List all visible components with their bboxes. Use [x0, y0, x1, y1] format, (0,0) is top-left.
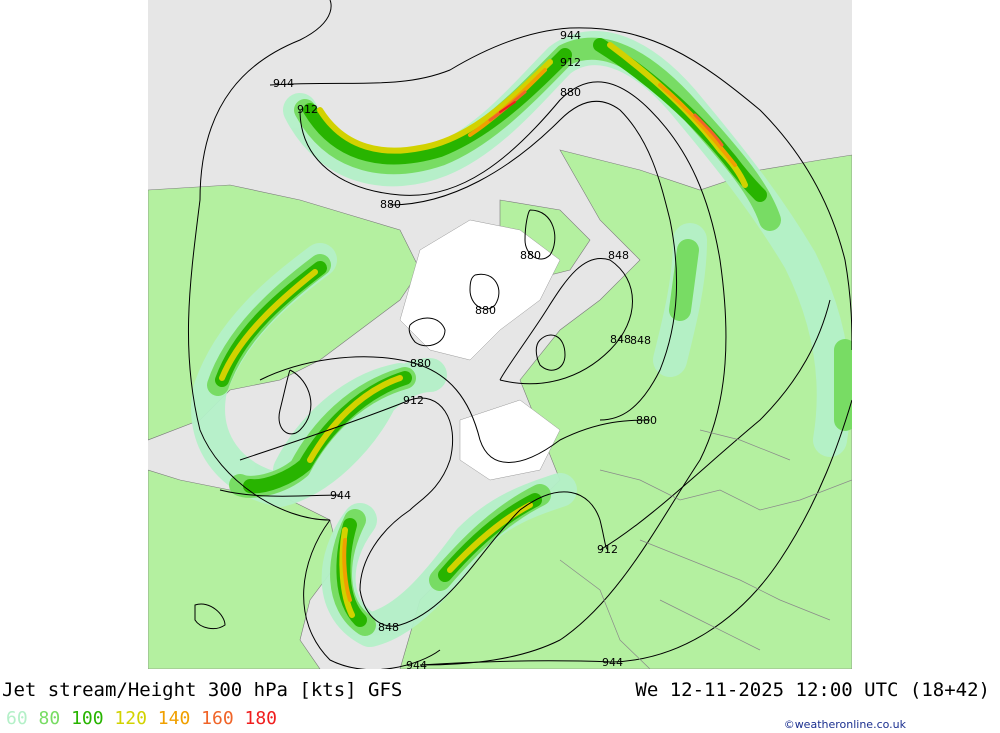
contour-label: 944: [406, 659, 427, 669]
height-contours: [187, 0, 852, 669]
jet-stream-bands: [191, 31, 852, 647]
legend-entry: 180: [244, 708, 278, 729]
contour-label: 912: [297, 103, 318, 116]
contour-label: 880: [520, 249, 541, 262]
contour-label: 848: [630, 334, 651, 347]
site-credit[interactable]: ©weatheronline.co.uk: [783, 718, 906, 731]
contour-label: 880: [475, 304, 496, 317]
contour-labels: 944 912 880 944 912 880 880 880 848 848 …: [273, 29, 657, 669]
borders: [559, 429, 852, 669]
contour-label: 912: [597, 543, 618, 556]
legend-entry: 100: [71, 708, 104, 729]
legend-entry: 140: [157, 708, 191, 729]
wind-speed-legend: 60 80 100 120 140 160 180: [6, 708, 277, 729]
legend-entry: 120: [114, 708, 147, 729]
contour-label: 880: [636, 414, 657, 427]
valid-time: We 12-11-2025 12:00 UTC (18+42): [635, 679, 990, 701]
contour-label: 880: [410, 357, 431, 370]
legend-entry: 60: [6, 708, 28, 729]
contour-label: 880: [380, 198, 401, 211]
contour-label: 944: [273, 77, 294, 90]
contour-label: 848: [610, 333, 631, 346]
jet-stream-map: 944 912 880 944 912 880 880 880 848 848 …: [148, 0, 852, 669]
legend-entry: 80: [38, 708, 61, 729]
ice-areas: [399, 219, 561, 481]
contour-label: 944: [602, 656, 623, 669]
contour-label: 848: [608, 249, 629, 262]
contour-label: 912: [403, 394, 424, 407]
contour-label: 880: [560, 86, 581, 99]
contour-label: 848: [378, 621, 399, 634]
contour-label: 944: [560, 29, 581, 42]
chart-title: Jet stream/Height 300 hPa [kts] GFS: [2, 679, 403, 701]
legend-entry: 160: [201, 708, 234, 729]
contour-label: 944: [330, 489, 351, 502]
contour-label: 912: [560, 56, 581, 69]
